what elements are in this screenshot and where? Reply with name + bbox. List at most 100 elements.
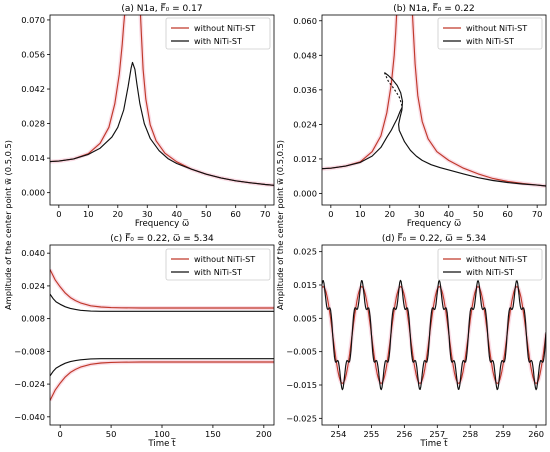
panel-a-ytick-label-1: 0.014 <box>21 153 45 163</box>
panel-c-xtick-label-4: 200 <box>256 429 272 439</box>
panel-a-ytick-label-0: 0.000 <box>21 188 45 198</box>
panel-c-legend-label-with: with NiTi-ST <box>194 267 242 277</box>
panel-d-frame <box>321 244 547 426</box>
panel-b-series-1-without-line <box>411 15 546 187</box>
panel-c-series-3-with-line <box>50 358 274 377</box>
panel-a-ytick-label-2: 0.028 <box>21 119 45 129</box>
panel-b-legend-label-without: without NiTi-ST <box>466 23 527 33</box>
panel-d-series-1-with-line <box>322 279 546 391</box>
panel-c-ticks: 0 50 100 150 200 −0.040 −0.024 −0.008 0.008 0.024… <box>14 248 271 439</box>
panel-d-ytick-label-5: 0.025 <box>293 247 317 257</box>
panel-c-curves <box>50 268 274 402</box>
panel-d-xtick-label-4: 258 <box>462 429 478 439</box>
panel-c-xtick-label-3: 150 <box>205 429 221 439</box>
panel-d-ytick-label-4: 0.015 <box>293 280 317 290</box>
panel-d-xtick-label-2: 256 <box>396 429 412 439</box>
panel-a-series-0-without-line <box>50 15 126 163</box>
panel-d-ytick-label-0: −0.025 <box>286 413 317 423</box>
panel-b-legend: without NiTi-ST with NiTi-ST <box>437 17 543 50</box>
panel-d-ytick-label-1: −0.015 <box>286 380 317 390</box>
panel-b-curves <box>322 15 546 188</box>
panel-c-legend-label-without: without NiTi-ST <box>194 254 255 264</box>
panel-a-ytick-label-5: 0.070 <box>21 15 45 25</box>
panel-c-ytick-label-1: −0.024 <box>14 379 45 389</box>
panel-c-ytick-label-2: −0.008 <box>14 346 45 356</box>
panel-b-ticks: 0 10 20 30 40 50 60 70 0.000 0.012 0.024 0.036 0.048… <box>293 16 542 219</box>
panel-b-ytick-label-1: 0.012 <box>293 154 317 164</box>
panel-b-xtick-label-0: 0 <box>328 209 333 219</box>
panel-d-xtick-label-6: 260 <box>528 429 544 439</box>
panel-a-series-0-glow <box>50 15 127 164</box>
panel-c-title: (c) F̅₀ = 0.22, ω̅ = 5.34 <box>110 232 214 244</box>
panel-b-xtick-label-5: 50 <box>473 209 484 219</box>
panel-a-legend: without NiTi-ST with NiTi-ST <box>165 17 271 50</box>
panel-b-ytick-label-0: 0.000 <box>293 188 317 198</box>
panel-d-legend: without NiTi-ST with NiTi-ST <box>437 248 543 281</box>
panel-a-frame <box>49 14 275 206</box>
panel-b-series-2-with-line <box>322 106 403 170</box>
panel-c: (c) F̅₀ = 0.22, ω̅ = 5.34 0 50 100 150 200 −0… <box>14 232 275 449</box>
shared-ylabel-right: Amplitude of the center point w̅ (0.5,0.… <box>275 140 285 310</box>
panel-d-title: (d) F̅₀ = 0.22, ω̅ = 5.34 <box>382 232 487 244</box>
panel-d-curves <box>322 279 546 391</box>
panel-b-ytick-label-3: 0.036 <box>293 85 317 95</box>
panel-c-series-2-with-line <box>50 293 274 312</box>
panel-b-series-3-with-line <box>384 72 546 187</box>
panel-d-ticks: 254 255 256 257 258 259 260 −0.025 −0.015 −0.005 0… <box>286 247 544 439</box>
panel-b-ytick-label-5: 0.060 <box>293 16 317 26</box>
panel-c-series-1-glow <box>50 360 274 402</box>
panel-c-xtick-label-0: 0 <box>58 429 63 439</box>
panel-b-legend-label-with: with NiTi-ST <box>466 36 514 46</box>
panel-d: (d) F̅₀ = 0.22, ω̅ = 5.34 254 255 256 257 25… <box>286 232 547 449</box>
panel-d-xtick-label-0: 254 <box>331 429 347 439</box>
panel-b-xtick-label-3: 30 <box>414 209 425 219</box>
panel-b-xtick-label-6: 60 <box>502 209 513 219</box>
panel-d-ytick-label-3: 0.005 <box>293 313 317 323</box>
panel-a-xtick-label-1: 10 <box>83 209 94 219</box>
panel-b-series-0-without-line <box>322 15 398 170</box>
panel-a-xtick-label-3: 30 <box>142 209 153 219</box>
panel-a-ytick-label-4: 0.056 <box>21 49 45 59</box>
panel-a-xlabel: Frequency ω̅ <box>135 219 189 229</box>
panel-d-xtick-label-5: 259 <box>495 429 511 439</box>
panel-c-ytick-label-3: 0.008 <box>21 314 45 324</box>
panel-a: (a) N1a, F̅₀ = 0.17 0 10 20 30 40 50 60 70 0.000… <box>21 2 275 229</box>
panel-a-ytick-label-3: 0.042 <box>21 84 45 94</box>
panel-a-curves <box>50 15 274 188</box>
panel-d-series-0-without-line <box>322 286 546 384</box>
panel-b-xtick-label-4: 40 <box>443 209 454 219</box>
panel-b-frame <box>321 14 547 206</box>
panel-d-xtick-label-3: 257 <box>429 429 445 439</box>
panel-a-xtick-label-4: 40 <box>171 209 182 219</box>
panel-d-legend-box <box>437 248 543 281</box>
shared-ylabel-left: Amplitude of the center point w̅ (0.5,0.… <box>3 140 13 310</box>
panel-c-ytick-label-5: 0.040 <box>21 248 45 258</box>
panel-a-xtick-label-7: 70 <box>260 209 271 219</box>
panel-b-legend-box <box>437 17 543 50</box>
panel-c-xtick-label-1: 50 <box>106 429 117 439</box>
panel-b-xtick-label-2: 20 <box>385 209 396 219</box>
panel-a-legend-box <box>165 17 271 50</box>
panel-a-title: (a) N1a, F̅₀ = 0.17 <box>121 2 202 14</box>
panel-c-frame <box>49 244 275 426</box>
panel-c-legend: without NiTi-ST with NiTi-ST <box>165 248 271 281</box>
panel-a-legend-label-with: with NiTi-ST <box>194 36 242 46</box>
panel-a-xtick-label-6: 60 <box>230 209 241 219</box>
panel-c-xlabel: Time t̅ <box>147 437 176 449</box>
panel-a-ticks: 0 10 20 30 40 50 60 70 0.000 0.014 0.028 0.042 0.056… <box>21 15 270 219</box>
panel-c-xtick-label-2: 100 <box>154 429 170 439</box>
panel-d-xtick-label-1: 255 <box>363 429 379 439</box>
panel-b-title: (b) N1a, F̅₀ = 0.22 <box>393 2 474 14</box>
panel-d-ytick-label-2: −0.005 <box>286 347 317 357</box>
panel-c-series-0-without-line <box>50 269 274 309</box>
panel-c-series-1-without-line <box>50 361 274 401</box>
panel-b-xtick-label-1: 10 <box>355 209 366 219</box>
panel-c-ytick-label-0: −0.040 <box>14 412 45 422</box>
y-axis-label-right: Amplitude of the center point w̅ (0.5,0.… <box>275 140 285 310</box>
panel-c-ytick-label-4: 0.024 <box>21 281 45 291</box>
panel-a-xtick-label-0: 0 <box>56 209 61 219</box>
panel-b-ytick-label-4: 0.048 <box>293 50 317 60</box>
panel-d-legend-label-without: without NiTi-ST <box>466 254 527 264</box>
panel-d-xlabel: Time t̅ <box>419 437 448 449</box>
